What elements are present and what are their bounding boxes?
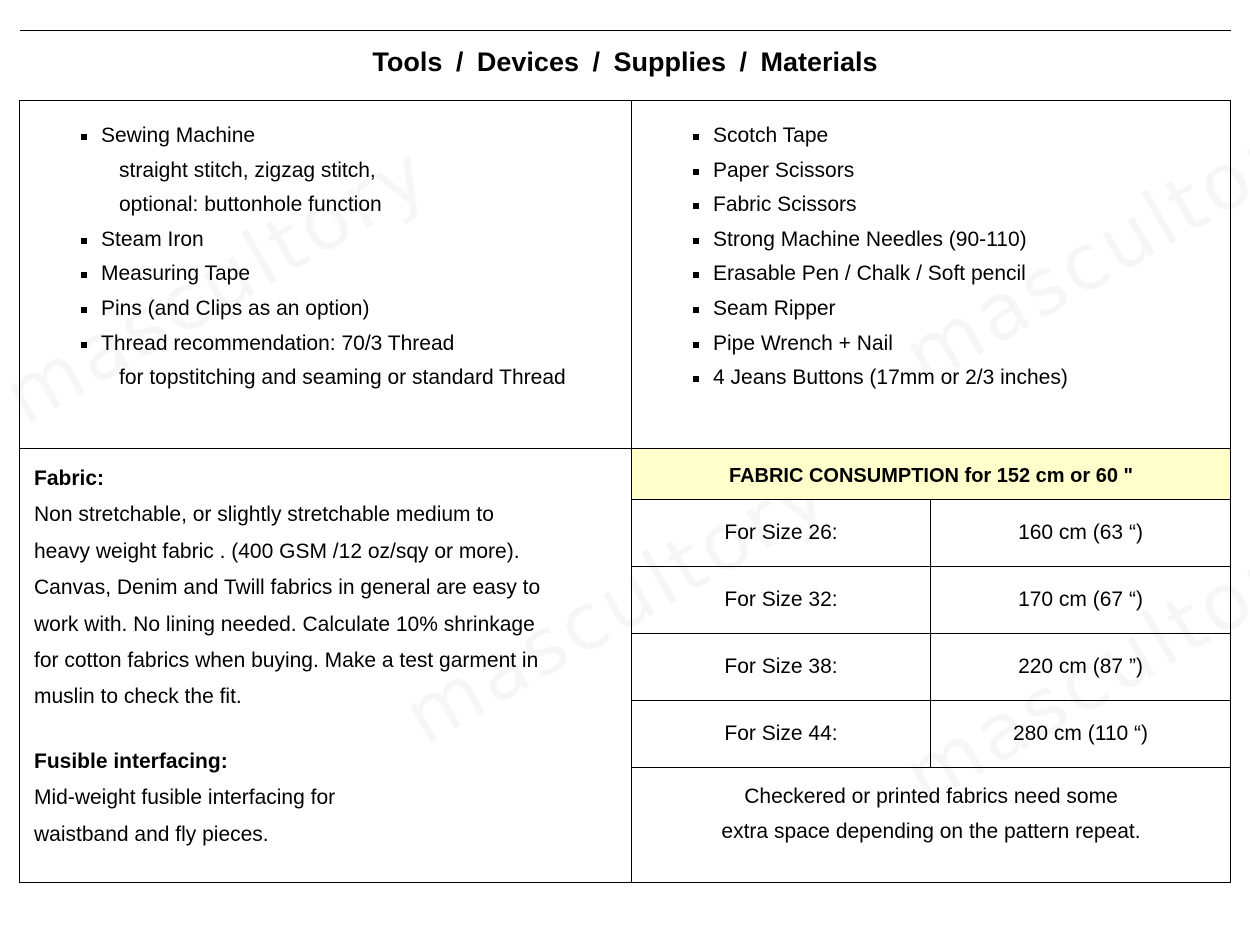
consumption-note: Checkered or printed fabrics need some e… [632, 768, 1230, 849]
amount-cell: 280 cm (110 “) [1013, 722, 1148, 745]
fabric-line: Canvas, Denim and Twill fabrics in gener… [34, 576, 541, 600]
bullet-icon [81, 272, 87, 279]
size-cell: For Size 44: [632, 701, 931, 767]
note-line: extra space depending on the pattern rep… [721, 820, 1141, 843]
list-item-detail: straight stitch, zigzag stitch, [119, 158, 376, 182]
fabric-heading: Fabric: [34, 467, 105, 490]
fabric-line: muslin to check the fit. [34, 685, 242, 709]
page-title: Tools / Devices / Supplies / Materials [372, 47, 878, 77]
table-row: For Size 32: 170 cm (67 “) [632, 567, 1230, 634]
list-item: Strong Machine Needles (90-110) [693, 223, 1068, 258]
interfacing-heading: Fusible interfacing: [34, 749, 228, 773]
list-item: Sewing Machine [81, 119, 566, 154]
list-item-label: Paper Scissors [713, 158, 855, 182]
list-item-label: Steam Iron [101, 227, 204, 251]
bullet-icon [81, 134, 87, 140]
amount-cell: 220 cm (87 ”) [1018, 655, 1143, 678]
list-item: Pins (and Clips as an option) [81, 292, 566, 327]
column-divider [631, 101, 632, 882]
list-item: Fabric Scissors [693, 188, 1068, 223]
tools-list-right: Scotch Tape Paper Scissors Fabric Scissors… [693, 119, 1068, 396]
list-item-label: Sewing Machine [101, 124, 256, 147]
amount-cell: 160 cm (63 “) [1018, 521, 1143, 544]
interfacing-line: waistband and fly pieces. [34, 822, 269, 846]
list-item-label: Pins (and Clips as an option) [101, 296, 370, 320]
table-row: For Size 26: 160 cm (63 “) [632, 500, 1230, 567]
fabric-line: Non stretchable, or slightly stretchable… [34, 503, 494, 527]
list-item: 4 Jeans Buttons (17mm or 2/3 inches) [693, 361, 1068, 396]
bullet-icon [693, 272, 699, 279]
list-item: Scotch Tape [693, 119, 1068, 154]
bullet-icon [693, 203, 699, 210]
size-cell: For Size 26: [632, 500, 931, 566]
list-item-label: Seam Ripper [713, 296, 836, 320]
list-item-label: Measuring Tape [101, 262, 251, 286]
interfacing-line: Mid-weight fusible interfacing for [34, 786, 336, 810]
bullet-icon [693, 341, 699, 348]
fabric-line: work with. No lining needed. Calculate 1… [34, 612, 535, 636]
fabric-consumption-table: FABRIC CONSUMPTION for 152 cm or 60 " Fo… [632, 449, 1230, 849]
table-row: For Size 44: 280 cm (110 “) [632, 701, 1230, 768]
size-cell: For Size 38: [632, 634, 931, 700]
amount-cell: 170 cm (67 “) [1018, 588, 1143, 611]
list-item-label: Scotch Tape [713, 124, 829, 147]
list-item-detail: optional: buttonhole function [119, 193, 382, 217]
list-item: Thread recommendation: 70/3 Thread [81, 327, 566, 362]
bullet-icon [693, 376, 699, 383]
list-item: Seam Ripper [693, 292, 1068, 327]
materials-table: Sewing Machine straight stitch, zigzag st… [19, 100, 1231, 883]
row-divider [20, 448, 1230, 449]
fabric-line: for cotton fabrics when buying. Make a t… [34, 649, 539, 673]
top-rule [20, 30, 1231, 31]
bullet-icon [693, 237, 699, 244]
bullet-icon [81, 237, 87, 244]
bullet-icon [693, 306, 699, 313]
consumption-header: FABRIC CONSUMPTION for 152 cm or 60 " [632, 449, 1230, 500]
note-line: Checkered or printed fabrics need some [744, 785, 1118, 808]
list-item: Measuring Tape [81, 257, 566, 292]
list-item: Paper Scissors [693, 154, 1068, 189]
bullet-icon [81, 341, 87, 348]
list-item: Erasable Pen / Chalk / Soft pencil [693, 257, 1068, 292]
fabric-section: Fabric: Non stretchable, or slightly str… [34, 461, 624, 853]
tools-list-left: Sewing Machine straight stitch, zigzag st… [81, 119, 566, 396]
table-row: For Size 38: 220 cm (87 ”) [632, 634, 1230, 701]
list-item-label: Strong Machine Needles (90-110) [713, 227, 1027, 251]
size-cell: For Size 32: [632, 567, 931, 633]
bullet-icon [81, 306, 87, 313]
list-item: Steam Iron [81, 223, 566, 258]
list-item-label: Erasable Pen / Chalk / Soft pencil [713, 262, 1026, 286]
fabric-line: heavy weight fabric . (400 GSM /12 oz/sq… [34, 539, 520, 563]
list-item-label: Thread recommendation: 70/3 Thread [101, 331, 455, 355]
list-item-detail: for topstitching and seaming or standard… [119, 366, 566, 390]
list-item-label: Pipe Wrench + Nail [713, 331, 893, 355]
bullet-icon [693, 168, 699, 175]
list-item: Pipe Wrench + Nail [693, 327, 1068, 362]
bullet-icon [693, 134, 699, 140]
list-item-label: Fabric Scissors [713, 193, 857, 217]
list-item-label: 4 Jeans Buttons (17mm or 2/3 inches) [713, 366, 1068, 390]
